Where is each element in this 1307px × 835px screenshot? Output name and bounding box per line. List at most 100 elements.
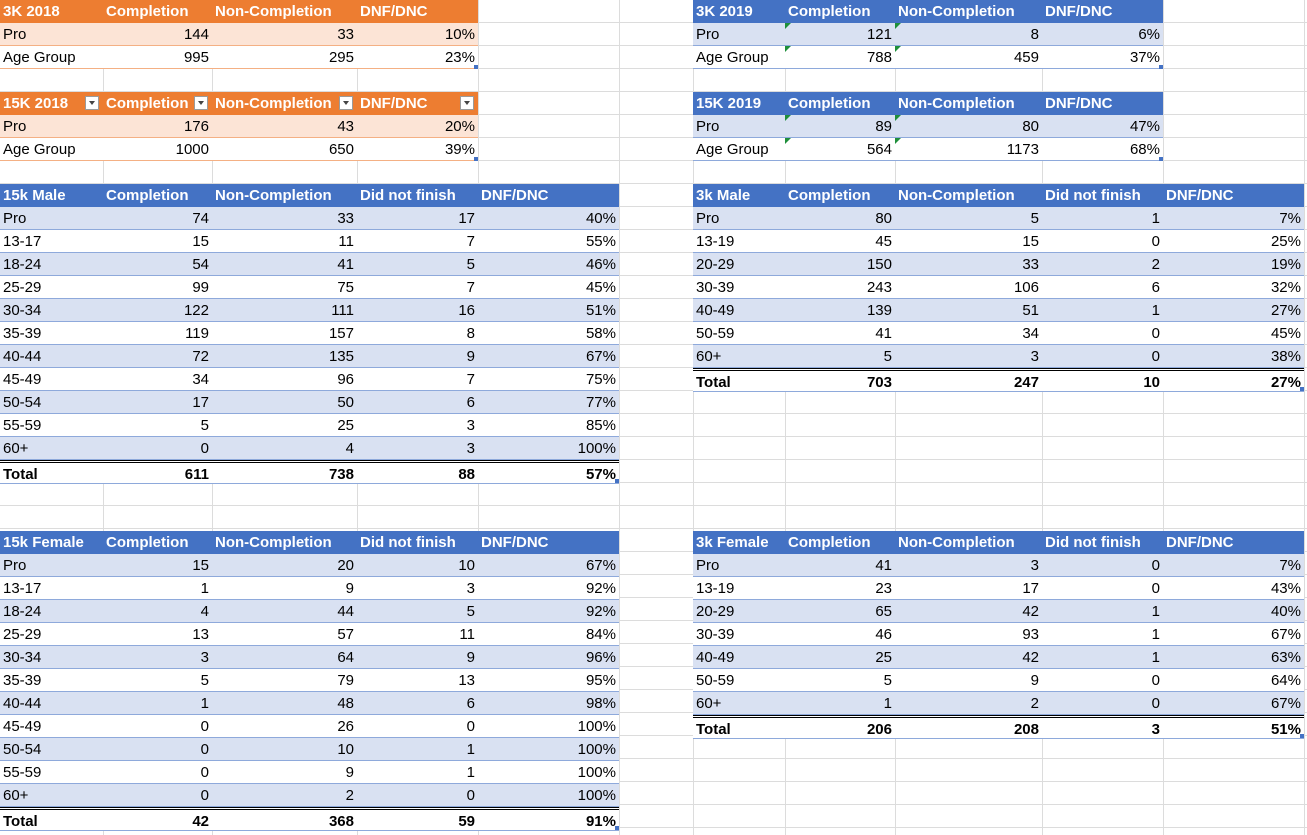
row-label-cell[interactable]: 50-59: [696, 325, 735, 342]
value-cell[interactable]: 0: [466, 718, 475, 735]
column-header[interactable]: DNF/DNC: [1045, 3, 1113, 20]
value-cell[interactable]: 15: [1022, 233, 1039, 250]
value-cell[interactable]: 4: [200, 603, 209, 620]
column-header[interactable]: Did not finish: [1045, 187, 1141, 204]
value-cell[interactable]: 176: [183, 118, 209, 135]
value-cell[interactable]: 40%: [585, 210, 616, 227]
row-label-cell[interactable]: 40-44: [3, 695, 42, 712]
value-cell[interactable]: 100%: [577, 787, 616, 804]
column-header[interactable]: DNF/DNC: [481, 534, 549, 551]
value-cell[interactable]: 9: [345, 580, 354, 597]
table-title-cell[interactable]: 3K 2018: [3, 3, 60, 20]
value-cell[interactable]: 3: [466, 440, 475, 457]
table-resize-handle[interactable]: [615, 826, 619, 830]
value-cell[interactable]: 96%: [585, 649, 616, 666]
value-cell[interactable]: 47%: [1129, 118, 1160, 135]
value-cell[interactable]: 100%: [577, 718, 616, 735]
value-cell[interactable]: 9: [466, 649, 475, 666]
value-cell[interactable]: 41: [875, 557, 892, 574]
value-cell[interactable]: 38%: [1270, 348, 1301, 365]
value-cell[interactable]: 100%: [577, 440, 616, 457]
filter-dropdown-icon[interactable]: [460, 96, 474, 110]
value-cell[interactable]: 15: [192, 233, 209, 250]
value-cell[interactable]: 45%: [1270, 325, 1301, 342]
row-label-cell[interactable]: Pro: [696, 26, 720, 43]
value-cell[interactable]: 98%: [585, 695, 616, 712]
value-cell[interactable]: 54: [192, 256, 209, 273]
column-header[interactable]: Completion: [788, 534, 871, 551]
value-cell[interactable]: 13: [192, 626, 209, 643]
value-cell[interactable]: 100%: [577, 741, 616, 758]
value-cell[interactable]: 564: [785, 138, 895, 160]
value-cell[interactable]: 459: [895, 46, 1042, 68]
value-cell[interactable]: 3: [466, 417, 475, 434]
row-label-cell[interactable]: Pro: [3, 557, 27, 574]
column-header[interactable]: Completion: [106, 187, 189, 204]
row-label-cell[interactable]: 13-17: [3, 580, 42, 597]
value-cell[interactable]: 7%: [1279, 557, 1301, 574]
value-cell[interactable]: 121: [785, 23, 895, 45]
value-cell[interactable]: 122: [183, 302, 209, 319]
value-cell[interactable]: 46%: [585, 256, 616, 273]
value-cell[interactable]: 5: [200, 417, 209, 434]
value-cell[interactable]: 0: [1151, 695, 1160, 712]
column-header[interactable]: Non-Completion: [215, 3, 332, 20]
value-cell[interactable]: 3: [466, 580, 475, 597]
row-label-cell[interactable]: 40-44: [3, 348, 42, 365]
column-header[interactable]: Did not finish: [360, 187, 456, 204]
row-label-cell[interactable]: 30-39: [696, 279, 735, 296]
value-cell[interactable]: 55%: [585, 233, 616, 250]
value-cell[interactable]: 1: [466, 764, 475, 781]
column-header[interactable]: Non-Completion: [898, 534, 1015, 551]
table-title-cell[interactable]: 3k Male: [696, 187, 751, 204]
table-resize-handle[interactable]: [1300, 734, 1304, 738]
value-cell[interactable]: 32%: [1270, 279, 1301, 296]
value-cell[interactable]: 75%: [585, 371, 616, 388]
value-cell[interactable]: 68%: [1129, 141, 1160, 158]
value-cell[interactable]: 88: [458, 466, 475, 483]
row-label-cell[interactable]: Age Group: [696, 141, 769, 158]
value-cell[interactable]: 3: [1151, 721, 1160, 738]
value-cell[interactable]: 247: [1013, 374, 1039, 391]
value-cell[interactable]: 368: [328, 813, 354, 830]
row-label-cell[interactable]: 50-59: [696, 672, 735, 689]
value-cell[interactable]: 0: [200, 787, 209, 804]
row-label-cell[interactable]: 25-29: [3, 279, 42, 296]
value-cell[interactable]: 0: [1151, 557, 1160, 574]
value-cell[interactable]: 0: [466, 787, 475, 804]
value-cell[interactable]: 5: [200, 672, 209, 689]
value-cell[interactable]: 1000: [175, 141, 209, 158]
row-label-cell[interactable]: 13-17: [3, 233, 42, 250]
value-cell[interactable]: 17: [458, 210, 475, 227]
row-label-cell[interactable]: 60+: [3, 440, 29, 457]
value-cell[interactable]: 34: [192, 371, 209, 388]
row-label-cell[interactable]: Pro: [3, 26, 27, 43]
value-cell[interactable]: 788: [785, 46, 895, 68]
column-header[interactable]: Completion: [788, 187, 871, 204]
value-cell[interactable]: 75: [337, 279, 354, 296]
row-label-cell[interactable]: 50-54: [3, 394, 42, 411]
row-label-cell[interactable]: 55-59: [3, 417, 42, 434]
column-header[interactable]: DNF/DNC: [360, 3, 428, 20]
value-cell[interactable]: 64%: [1270, 672, 1301, 689]
value-cell[interactable]: 42: [1022, 649, 1039, 666]
value-cell[interactable]: 2: [1151, 256, 1160, 273]
table-resize-handle[interactable]: [474, 65, 478, 69]
value-cell[interactable]: 58%: [585, 325, 616, 342]
value-cell[interactable]: 67%: [585, 557, 616, 574]
value-cell[interactable]: 50: [337, 394, 354, 411]
row-label-cell[interactable]: 35-39: [3, 672, 42, 689]
value-cell[interactable]: 34: [1022, 325, 1039, 342]
value-cell[interactable]: 9: [1030, 672, 1039, 689]
column-header[interactable]: DNF/DNC: [1166, 187, 1234, 204]
value-cell[interactable]: 144: [183, 26, 209, 43]
value-cell[interactable]: 5: [466, 603, 475, 620]
value-cell[interactable]: 25: [337, 417, 354, 434]
value-cell[interactable]: 119: [185, 325, 209, 342]
row-label-cell[interactable]: Pro: [3, 210, 27, 227]
value-cell[interactable]: 39%: [444, 141, 475, 158]
value-cell[interactable]: 67%: [1270, 695, 1301, 712]
value-cell[interactable]: 20: [337, 557, 354, 574]
value-cell[interactable]: 89: [785, 115, 895, 137]
column-header[interactable]: Did not finish: [360, 534, 456, 551]
